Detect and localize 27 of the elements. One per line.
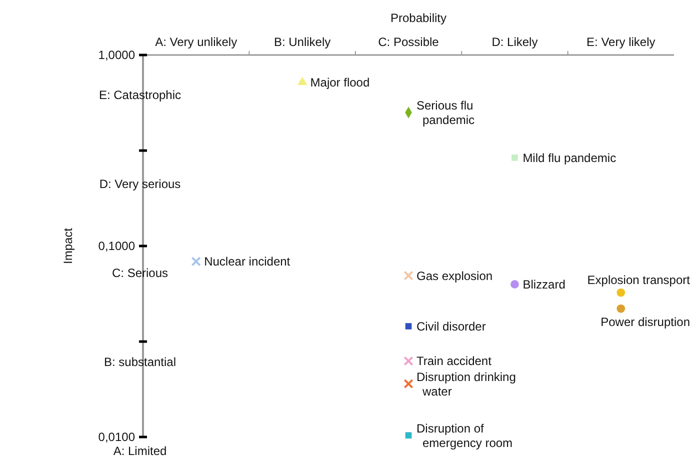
y-tick-label: 1,0000 bbox=[98, 48, 136, 62]
series-label: Blizzard bbox=[522, 278, 566, 292]
annotation: D: Very serious bbox=[99, 177, 181, 192]
y-tick-label: 0,0100 bbox=[98, 430, 136, 444]
x-tick-label: C: Possible bbox=[378, 35, 440, 49]
y-tick-label: 0,1000 bbox=[98, 239, 136, 254]
series-label: Serious flu pandemic bbox=[416, 98, 475, 128]
x-tick-label: D: Likely bbox=[492, 35, 538, 49]
annotation: E: Catastrophic bbox=[98, 88, 182, 102]
x-tick-label: A: Very unlikely bbox=[155, 35, 238, 49]
series-label: Major flood bbox=[310, 75, 370, 90]
series-label: Disruption of emergency room bbox=[416, 422, 513, 450]
x-tick-label: E: Very likely bbox=[586, 35, 656, 49]
series-label: Gas explosion bbox=[416, 268, 493, 283]
series-label: Disruption drinking water bbox=[416, 370, 516, 398]
text: A: Limited bbox=[113, 444, 167, 458]
annotation: B: substantial bbox=[104, 355, 176, 370]
series-label: Civil disorder bbox=[416, 319, 486, 334]
y-axis-title: Impact bbox=[61, 227, 75, 264]
x-axis-title: Probability bbox=[390, 11, 447, 25]
series-label: Mild flu pandemic bbox=[522, 150, 616, 165]
series-label: Nuclear incident bbox=[204, 254, 291, 269]
series-label: Explosion transport bbox=[587, 272, 691, 287]
annotation: C: Serious bbox=[112, 266, 168, 280]
series-label: Power disruption bbox=[600, 314, 690, 329]
series-label: Train accident bbox=[416, 354, 492, 368]
x-tick-label: B: Unlikely bbox=[274, 35, 331, 49]
